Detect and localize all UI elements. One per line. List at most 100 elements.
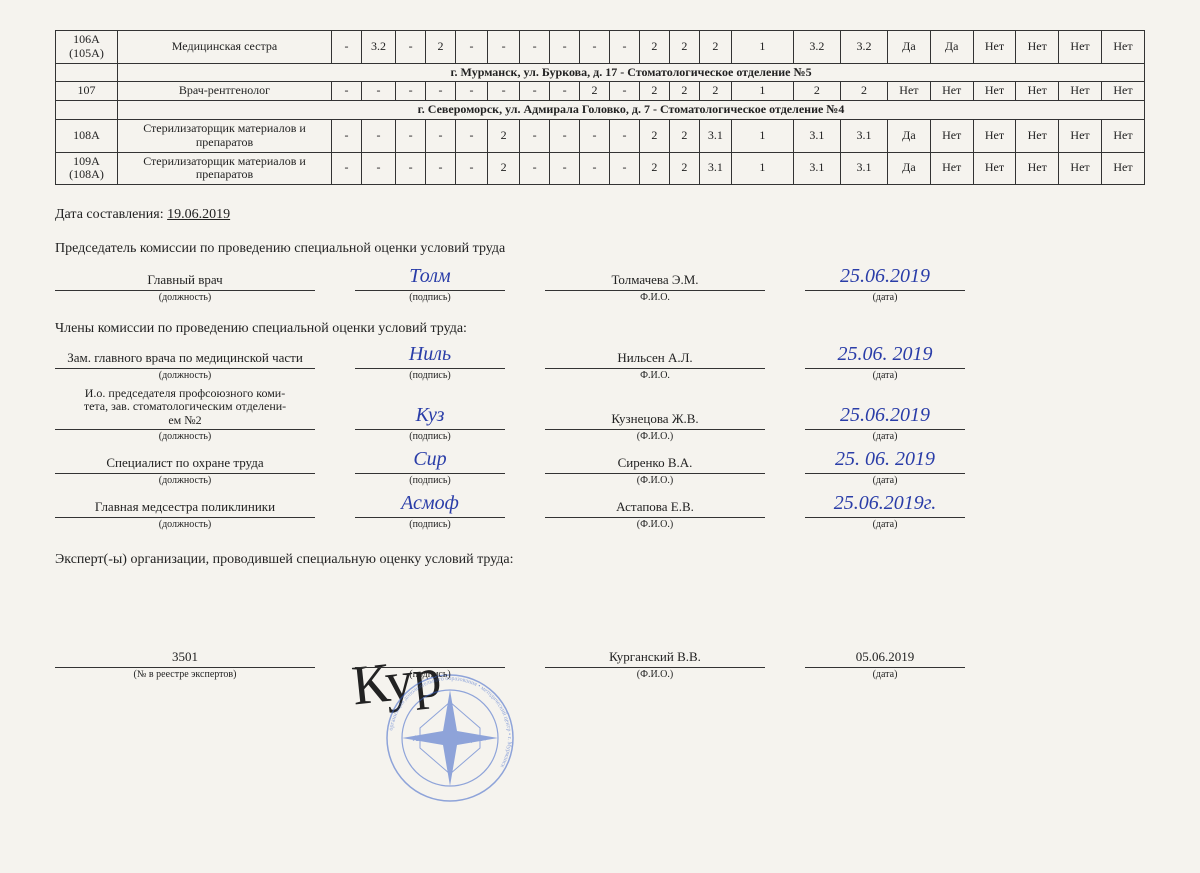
label-registry: (№ в реестре экспертов) xyxy=(55,669,315,680)
member-date: 25.06.2019г. xyxy=(805,492,965,518)
member-fio: Нильсен А.Л. xyxy=(545,349,765,369)
label-fio2: (Ф.И.О.) xyxy=(545,475,765,486)
row-id: 107 xyxy=(56,82,118,101)
compose-date-value: 19.06.2019 xyxy=(167,207,230,222)
cell: 3.2 xyxy=(793,31,840,64)
member-signature: Сир xyxy=(355,448,505,474)
expert-date: 05.06.2019 xyxy=(805,648,965,668)
member-position: Главная медсестра поликлиники xyxy=(55,498,315,518)
cell: - xyxy=(331,119,361,152)
cell: 3.1 xyxy=(793,152,840,185)
cell: 2 xyxy=(639,82,669,101)
chairman-signature: Толм xyxy=(355,265,505,291)
cell: Нет xyxy=(1059,119,1102,152)
cell: 2 xyxy=(840,82,887,101)
chairman-date: 25.06.2019 xyxy=(805,265,965,291)
expert-fio: Курганский В.В. xyxy=(545,648,765,668)
cell: 3.1 xyxy=(840,152,887,185)
label-fio2: (Ф.И.О.) xyxy=(545,519,765,530)
cell: 2 xyxy=(488,119,520,152)
label-signature: (подпись) xyxy=(355,475,505,486)
cell: - xyxy=(580,119,610,152)
cell: - xyxy=(396,82,426,101)
member-position: Специалист по охране труда xyxy=(55,454,315,474)
cell: 1 xyxy=(731,152,793,185)
cell: 1 xyxy=(731,82,793,101)
cell: 2 xyxy=(793,82,840,101)
cell: 3.2 xyxy=(840,31,887,64)
cell: - xyxy=(488,82,520,101)
label-signature: (подпись) xyxy=(355,370,505,381)
member-signature-row: Главная медсестра поликлиники(должность)… xyxy=(55,492,1145,530)
member-signature-row: И.о. председателя профсоюзного коми-тета… xyxy=(55,387,1145,442)
label-signature: (подпись) xyxy=(355,669,505,680)
cell: - xyxy=(609,152,639,185)
cell: - xyxy=(331,82,361,101)
row-id: 109А(108А) xyxy=(56,152,118,185)
table-row: 107Врач-рентгенолог--------2-222122НетНе… xyxy=(56,82,1145,101)
cell: - xyxy=(361,152,395,185)
cell: Нет xyxy=(1016,152,1059,185)
table-row: 108АСтерилизаторщик материалов и препара… xyxy=(56,119,1145,152)
label-fio2: Ф.И.О. xyxy=(545,370,765,381)
member-signature-row: Зам. главного врача по медицинской части… xyxy=(55,343,1145,381)
member-date: 25. 06. 2019 xyxy=(805,448,965,474)
cell: Нет xyxy=(930,152,973,185)
cell: - xyxy=(520,152,550,185)
cell: Да xyxy=(888,31,931,64)
cell: - xyxy=(331,31,361,64)
cell: 2 xyxy=(426,31,456,64)
cell: 2 xyxy=(488,152,520,185)
cell: Нет xyxy=(1016,82,1059,101)
cell: - xyxy=(331,152,361,185)
cell: - xyxy=(609,82,639,101)
expert-signature-row: 3501 (№ в реестре экспертов) (подпись) К… xyxy=(55,648,1145,680)
label-date: (дата) xyxy=(805,292,965,303)
member-position: И.о. председателя профсоюзного коми-тета… xyxy=(55,387,315,430)
section-header: г. Североморск, ул. Адмирала Головко, д.… xyxy=(118,101,1145,120)
cell: Нет xyxy=(930,119,973,152)
label-date: (дата) xyxy=(805,669,965,680)
cell: - xyxy=(520,31,550,64)
compose-date-line: Дата составления: 19.06.2019 xyxy=(55,207,1145,223)
table-row: г. Североморск, ул. Адмирала Головко, д.… xyxy=(56,101,1145,120)
label-date: (дата) xyxy=(805,431,965,442)
label-signature: (подпись) xyxy=(355,431,505,442)
row-position: Медицинская сестра xyxy=(118,31,332,64)
cell: 2 xyxy=(669,152,699,185)
cell: 3.1 xyxy=(793,119,840,152)
row-position: Стерилизаторщик материалов и препаратов xyxy=(118,152,332,185)
cell: 3.1 xyxy=(840,119,887,152)
cell: 2 xyxy=(639,119,669,152)
chairman-fio: Толмачева Э.М. xyxy=(545,271,765,291)
cell: 2 xyxy=(639,152,669,185)
cell: - xyxy=(609,119,639,152)
cell: - xyxy=(396,31,426,64)
cell: - xyxy=(361,82,395,101)
member-fio: Астапова Е.В. xyxy=(545,498,765,518)
cell: - xyxy=(426,119,456,152)
row-id: 106А(105А) xyxy=(56,31,118,64)
expert-signature xyxy=(355,648,505,668)
cell: - xyxy=(426,152,456,185)
cell: Нет xyxy=(1101,152,1144,185)
cell: Нет xyxy=(1101,31,1144,64)
cell: - xyxy=(488,31,520,64)
cell: - xyxy=(456,82,488,101)
cell: Да xyxy=(888,152,931,185)
cell: - xyxy=(550,119,580,152)
chairman-position: Главный врач xyxy=(55,271,315,291)
cell: Нет xyxy=(930,82,973,101)
cell: Нет xyxy=(973,152,1016,185)
member-date: 25.06. 2019 xyxy=(805,343,965,369)
table-row: г. Мурманск, ул. Буркова, д. 17 - Стомат… xyxy=(56,63,1145,82)
label-position: (должность) xyxy=(55,475,315,486)
cell: 2 xyxy=(639,31,669,64)
label-position: (должность) xyxy=(55,292,315,303)
cell: Да xyxy=(888,119,931,152)
cell: - xyxy=(396,119,426,152)
cell: Нет xyxy=(973,82,1016,101)
table-row: 106А(105А)Медицинская сестра-3.2-2------… xyxy=(56,31,1145,64)
chairman-heading: Председатель комиссии по проведению спец… xyxy=(55,241,1145,257)
cell: - xyxy=(550,82,580,101)
